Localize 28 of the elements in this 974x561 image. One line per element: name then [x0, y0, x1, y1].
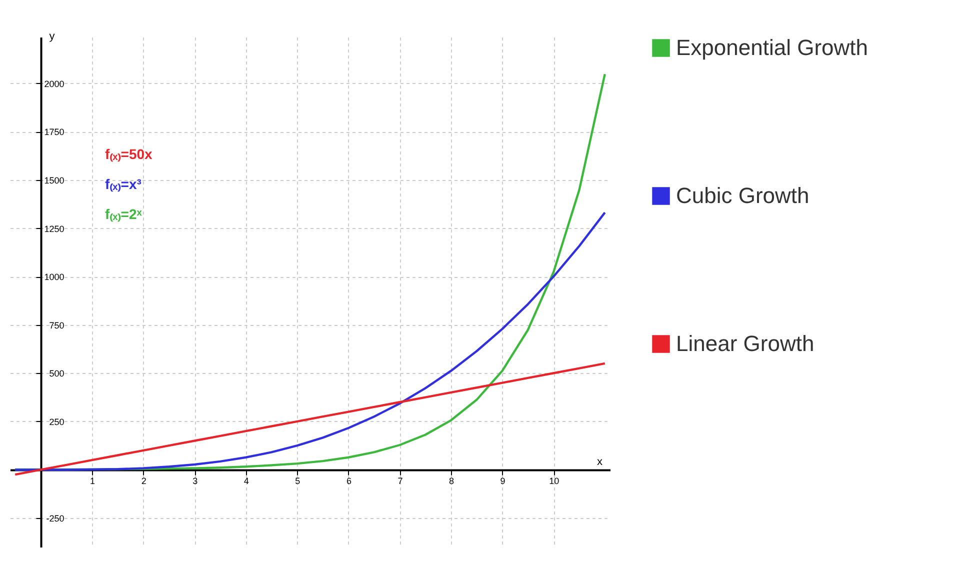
y-tick-label: 2000 [44, 78, 64, 89]
x-tick-label: 3 [192, 476, 198, 486]
legend-label: Cubic Growth [676, 183, 810, 208]
y-tick-label: 1250 [44, 224, 64, 234]
y-tick-label: 1750 [44, 127, 64, 138]
x-tick-label: 8 [449, 476, 454, 486]
y-tick-label: 1000 [44, 272, 64, 282]
legend-label: Exponential Growth [676, 35, 868, 60]
x-tick-label: 2 [141, 476, 146, 486]
x-tick-label: 10 [549, 476, 560, 486]
x-tick-label: 4 [244, 476, 249, 486]
annotation: f₍ₓ₎=50x [105, 146, 153, 163]
y-axis-title: y [49, 30, 56, 42]
y-tick-label: 500 [49, 368, 64, 379]
x-axis-title: x [597, 456, 603, 468]
y-tick-label: 1500 [44, 175, 64, 186]
annotation: f₍ₓ₎=2ˣ [105, 206, 143, 223]
legend-label: Linear Growth [676, 331, 814, 356]
x-tick-label: 7 [398, 476, 403, 486]
annotation: f₍ₓ₎=x³ [105, 176, 142, 193]
y-tick-label: 750 [49, 320, 64, 330]
x-tick-label: 1 [90, 476, 96, 486]
x-tick-label: 6 [346, 476, 352, 486]
y-tick-label: -250 [46, 514, 64, 524]
x-tick-label: 5 [295, 476, 300, 486]
y-tick-label: 250 [49, 416, 64, 427]
x-tick-label: 9 [500, 476, 506, 486]
line-series [14, 362, 606, 476]
